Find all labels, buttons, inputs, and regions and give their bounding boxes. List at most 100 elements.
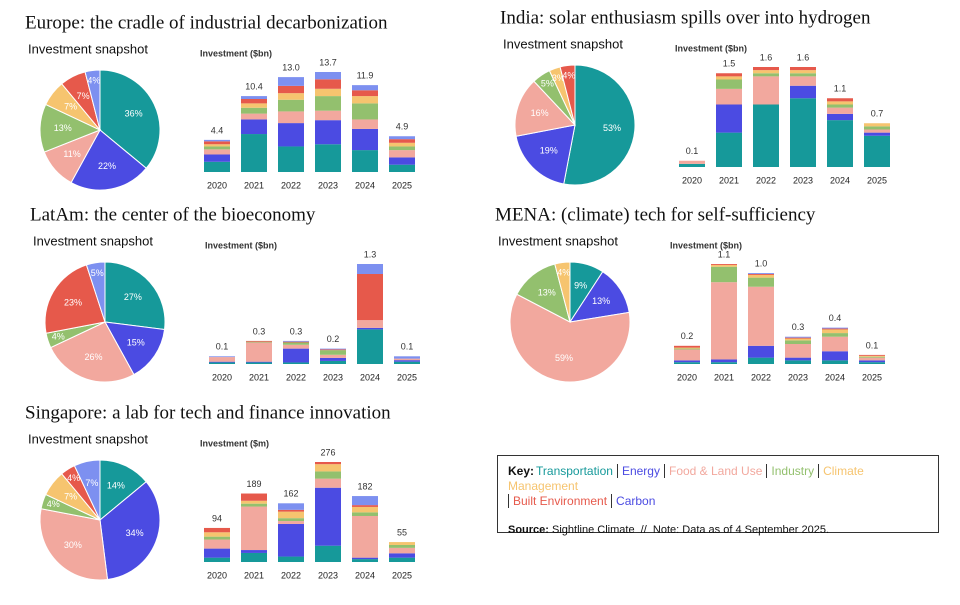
slice-label: 19%: [540, 146, 558, 156]
pie-slice: [85, 261, 106, 323]
x-tick-label: 2021: [244, 180, 264, 190]
bar-segment: [394, 358, 420, 361]
total-label: 11.9: [357, 71, 374, 81]
total-label: 0.1: [216, 342, 229, 352]
x-tick-label: 2024: [825, 372, 845, 382]
bar-segment: [716, 104, 742, 133]
slice-label: 5%: [541, 79, 554, 89]
x-tick-label: 2020: [682, 175, 702, 185]
bar-segment: [748, 277, 774, 287]
pie-slice: [99, 69, 161, 169]
total-label: 1.1: [718, 249, 731, 259]
source: Source: Sightline Climate // Note: Data …: [508, 523, 928, 538]
pie-slice: [563, 64, 636, 186]
bar-segment: [241, 107, 267, 114]
key-entry: Built Environment: [508, 494, 612, 508]
x-tick-label: 2024: [355, 180, 375, 190]
bar-segment: [389, 157, 415, 165]
bar-segment: [209, 356, 235, 358]
bar-segment: [278, 556, 304, 562]
key-entry: Carbon: [611, 494, 660, 508]
slice-label: 13%: [54, 123, 72, 133]
pie-title: Investment snapshot: [28, 431, 148, 446]
x-tick-label: 2024: [355, 570, 375, 580]
total-label: 0.1: [866, 340, 879, 350]
bar-title: Investment ($bn): [205, 240, 277, 250]
total-label: 0.4: [829, 313, 842, 323]
bar-segment: [241, 134, 267, 172]
x-tick-label: 2025: [862, 372, 882, 382]
total-label: 162: [283, 489, 298, 499]
total-label: 1.6: [797, 52, 810, 62]
x-tick-label: 2022: [286, 372, 306, 382]
bar-segment: [674, 349, 700, 361]
bar-segment: [315, 79, 341, 89]
bar-segment: [389, 544, 415, 548]
bar-segment: [283, 344, 309, 349]
x-tick-label: 2023: [793, 175, 813, 185]
bar-segment: [864, 132, 890, 136]
bar-segment: [352, 150, 378, 172]
bar-segment: [785, 344, 811, 358]
slice-label: 9%: [574, 281, 587, 291]
key-entry: Transportation: [536, 464, 613, 478]
bar-segment: [827, 98, 853, 102]
bar-segment: [278, 123, 304, 147]
x-tick-label: 2020: [677, 372, 697, 382]
pie-slice: [559, 64, 576, 126]
bar-segment: [241, 506, 267, 551]
bar-segment: [278, 111, 304, 124]
bar-segment: [246, 341, 272, 343]
bar-segment: [352, 85, 378, 91]
bar-segment: [827, 120, 853, 167]
x-tick-label: 2020: [207, 570, 227, 580]
slice-label: 27%: [124, 292, 142, 302]
slice-label: 30%: [64, 540, 82, 550]
slice-label: 13%: [592, 296, 610, 306]
slice-label: 4%: [52, 332, 65, 342]
bar-segment: [748, 286, 774, 346]
bar-segment: [827, 104, 853, 108]
pie-title: Investment snapshot: [503, 36, 623, 51]
bar-segment: [352, 103, 378, 120]
key-entry: Food & Land Use: [663, 464, 767, 478]
bar-segment: [352, 119, 378, 129]
bar-segment: [674, 362, 700, 364]
pie-slice: [44, 264, 106, 334]
bar-segment: [822, 336, 848, 352]
bar-segment: [748, 274, 774, 275]
total-label: 1.3: [364, 249, 377, 259]
bar-segment: [822, 351, 848, 361]
bar-segment: [320, 348, 346, 350]
slice-label: 34%: [126, 528, 144, 538]
total-label: 0.1: [686, 146, 699, 156]
x-tick-label: 2022: [281, 570, 301, 580]
bar-segment: [753, 67, 779, 71]
slice-label: 14%: [107, 481, 125, 491]
pie-slice: [509, 293, 631, 383]
bar-segment: [315, 120, 341, 145]
bar-segment: [241, 503, 267, 507]
bar-segment: [716, 79, 742, 89]
x-tick-label: 2020: [207, 180, 227, 190]
bar-segment: [352, 128, 378, 151]
bar-segment: [204, 149, 230, 155]
x-tick-label: 2023: [318, 570, 338, 580]
bar-segment: [241, 119, 267, 135]
total-label: 1.6: [760, 52, 773, 62]
slice-label: 4%: [67, 473, 80, 483]
bar-segment: [394, 356, 420, 359]
bar-segment: [283, 348, 309, 363]
bar-segment: [859, 355, 885, 357]
total-label: 1.5: [723, 59, 736, 69]
bar-segment: [241, 500, 267, 504]
bar-segment: [790, 76, 816, 86]
bar-segment: [822, 333, 848, 337]
bar-segment: [352, 505, 378, 507]
bar-segment: [352, 96, 378, 104]
pie-title: Investment snapshot: [498, 233, 618, 248]
bar-segment: [790, 85, 816, 99]
bar-segment: [711, 266, 737, 283]
x-tick-label: 2023: [323, 372, 343, 382]
